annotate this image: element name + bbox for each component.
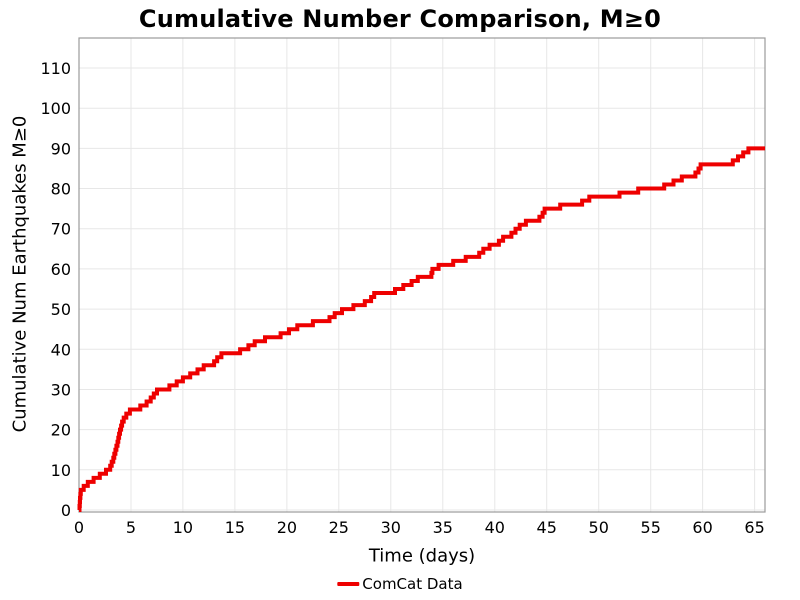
legend-line-swatch-icon: [337, 582, 360, 586]
y-tick-label: 40: [51, 340, 71, 359]
y-tick-label: 30: [51, 381, 71, 400]
y-tick-label: 110: [40, 59, 71, 78]
x-tick-label: 60: [692, 518, 712, 537]
y-tick-label: 10: [51, 461, 71, 480]
y-tick-label: 90: [51, 139, 71, 158]
x-tick-label: 35: [433, 518, 453, 537]
x-tick-label: 20: [277, 518, 297, 537]
x-axis-title: Time (days): [368, 545, 476, 567]
x-tick-label: 50: [589, 518, 609, 537]
chart-title: Cumulative Number Comparison, M≥0: [138, 5, 662, 33]
x-tick-label: 45: [537, 518, 557, 537]
plot-frame: [78, 37, 766, 513]
y-tick-label: 0: [61, 501, 71, 520]
x-tick-label: 40: [485, 518, 505, 537]
y-tick-label: 80: [51, 180, 71, 199]
legend-label: ComCat Data: [362, 575, 463, 593]
x-tick-label: 25: [329, 518, 349, 537]
y-tick-label: 50: [51, 300, 71, 319]
y-tick-label: 70: [51, 220, 71, 239]
x-tick-label: 15: [225, 518, 245, 537]
x-tick-label: 10: [173, 518, 193, 537]
comcat-step-line: [77, 146, 765, 512]
x-tick-label: 65: [744, 518, 764, 537]
y-axis-title: Cumulative Num Earthquakes M≥0: [9, 115, 31, 433]
y-tick-label: 20: [51, 421, 71, 440]
x-tick-label: 55: [641, 518, 661, 537]
x-tick-label: 5: [126, 518, 136, 537]
legend: ComCat Data: [337, 575, 463, 593]
x-tick-label: 0: [74, 518, 84, 537]
y-tick-label: 60: [51, 260, 71, 279]
x-tick-label: 30: [381, 518, 401, 537]
y-tick-label: 100: [40, 99, 71, 118]
